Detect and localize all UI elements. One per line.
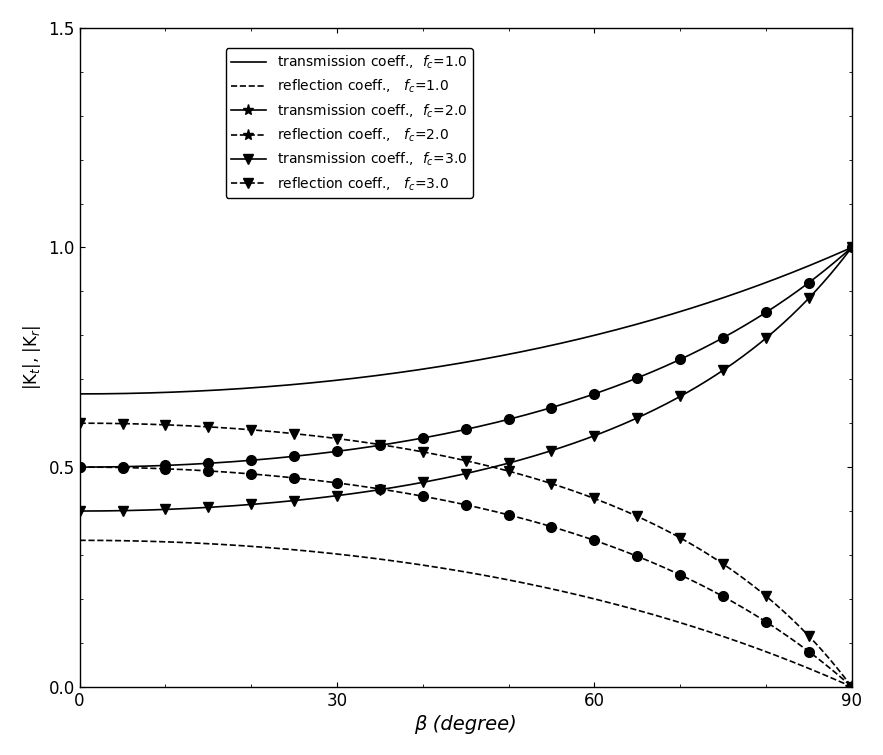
transmission coeff.,  $f_c$=2.0 bbox=[446, 428, 457, 437]
transmission coeff.,  $f_c$=2.0 bbox=[534, 407, 545, 416]
Y-axis label: |K$_t$|, |K$_r$|: |K$_t$|, |K$_r$| bbox=[21, 325, 43, 390]
transmission coeff.,  $f_c$=2.0 bbox=[74, 463, 85, 472]
reflection coeff.,   $f_c$=2.0 bbox=[534, 519, 545, 528]
reflection coeff.,   $f_c$=1.0 bbox=[707, 628, 718, 637]
transmission coeff.,  $f_c$=1.0 bbox=[446, 360, 457, 369]
Line: reflection coeff.,   $f_c$=3.0: reflection coeff., $f_c$=3.0 bbox=[79, 424, 852, 687]
transmission coeff.,  $f_c$=1.0 bbox=[847, 243, 857, 252]
transmission coeff.,  $f_c$=3.0 bbox=[534, 450, 545, 459]
reflection coeff.,   $f_c$=2.0 bbox=[827, 666, 838, 675]
reflection coeff.,   $f_c$=3.0 bbox=[827, 658, 838, 667]
transmission coeff.,  $f_c$=3.0 bbox=[441, 473, 451, 482]
Line: transmission coeff.,  $f_c$=1.0: transmission coeff., $f_c$=1.0 bbox=[79, 248, 852, 394]
transmission coeff.,  $f_c$=2.0 bbox=[441, 429, 451, 438]
Line: reflection coeff.,   $f_c$=2.0: reflection coeff., $f_c$=2.0 bbox=[79, 467, 852, 687]
Line: reflection coeff.,   $f_c$=1.0: reflection coeff., $f_c$=1.0 bbox=[79, 541, 852, 687]
transmission coeff.,  $f_c$=1.0 bbox=[492, 352, 502, 361]
reflection coeff.,   $f_c$=1.0 bbox=[446, 565, 457, 574]
transmission coeff.,  $f_c$=3.0 bbox=[847, 243, 857, 252]
transmission coeff.,  $f_c$=1.0 bbox=[534, 344, 545, 353]
Line: transmission coeff.,  $f_c$=3.0: transmission coeff., $f_c$=3.0 bbox=[79, 248, 852, 511]
transmission coeff.,  $f_c$=2.0 bbox=[827, 259, 838, 268]
reflection coeff.,   $f_c$=2.0 bbox=[707, 586, 718, 595]
transmission coeff.,  $f_c$=2.0 bbox=[492, 418, 502, 427]
reflection coeff.,   $f_c$=3.0 bbox=[847, 683, 857, 692]
reflection coeff.,   $f_c$=1.0 bbox=[441, 564, 451, 573]
reflection coeff.,   $f_c$=2.0 bbox=[441, 496, 451, 505]
transmission coeff.,  $f_c$=2.0 bbox=[707, 339, 718, 348]
reflection coeff.,   $f_c$=1.0 bbox=[492, 573, 502, 582]
reflection coeff.,   $f_c$=3.0 bbox=[441, 452, 451, 461]
reflection coeff.,   $f_c$=2.0 bbox=[847, 683, 857, 692]
reflection coeff.,   $f_c$=1.0 bbox=[847, 683, 857, 692]
transmission coeff.,  $f_c$=3.0 bbox=[492, 461, 502, 470]
transmission coeff.,  $f_c$=3.0 bbox=[707, 373, 718, 382]
reflection coeff.,   $f_c$=2.0 bbox=[74, 463, 85, 472]
reflection coeff.,   $f_c$=1.0 bbox=[827, 674, 838, 683]
transmission coeff.,  $f_c$=1.0 bbox=[707, 297, 718, 306]
reflection coeff.,   $f_c$=2.0 bbox=[492, 507, 502, 516]
transmission coeff.,  $f_c$=3.0 bbox=[827, 267, 838, 276]
transmission coeff.,  $f_c$=3.0 bbox=[446, 472, 457, 481]
reflection coeff.,   $f_c$=3.0 bbox=[446, 453, 457, 462]
transmission coeff.,  $f_c$=1.0 bbox=[74, 390, 85, 399]
reflection coeff.,   $f_c$=3.0 bbox=[707, 553, 718, 562]
reflection coeff.,   $f_c$=3.0 bbox=[534, 475, 545, 484]
reflection coeff.,   $f_c$=3.0 bbox=[492, 464, 502, 473]
X-axis label: β (degree): β (degree) bbox=[414, 715, 517, 734]
transmission coeff.,  $f_c$=2.0 bbox=[847, 243, 857, 252]
Legend: transmission coeff.,  $f_c$=1.0, reflection coeff.,   $f_c$=1.0, transmission co: transmission coeff., $f_c$=1.0, reflecti… bbox=[225, 48, 473, 199]
transmission coeff.,  $f_c$=1.0 bbox=[827, 251, 838, 260]
reflection coeff.,   $f_c$=1.0 bbox=[74, 536, 85, 545]
reflection coeff.,   $f_c$=1.0 bbox=[534, 581, 545, 590]
transmission coeff.,  $f_c$=1.0 bbox=[441, 361, 451, 370]
reflection coeff.,   $f_c$=3.0 bbox=[74, 419, 85, 428]
Line: transmission coeff.,  $f_c$=2.0: transmission coeff., $f_c$=2.0 bbox=[79, 248, 852, 467]
reflection coeff.,   $f_c$=2.0 bbox=[446, 497, 457, 506]
transmission coeff.,  $f_c$=3.0 bbox=[74, 507, 85, 516]
